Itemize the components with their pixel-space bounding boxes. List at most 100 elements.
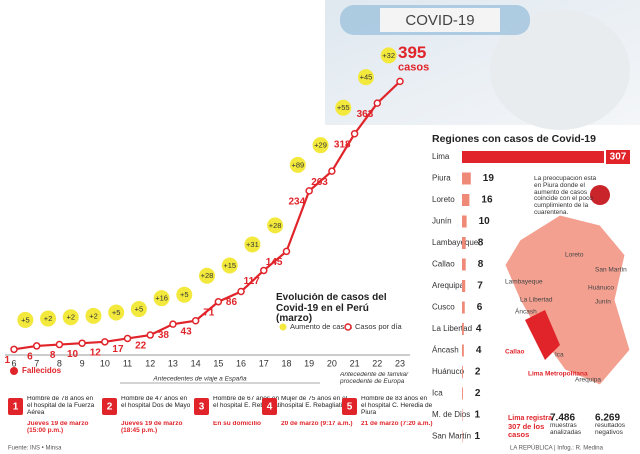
death-text: Hombre de 78 años en el hospital de la F… xyxy=(27,396,95,416)
increase-bubble xyxy=(17,311,34,328)
case-point xyxy=(55,340,64,349)
stat-value: Lima registra xyxy=(508,415,552,422)
increase-label: +28 xyxy=(269,221,282,230)
case-label: 318 xyxy=(334,139,351,150)
cases-annotation: casos xyxy=(398,61,429,73)
death-number: 5 xyxy=(347,402,353,413)
case-point xyxy=(123,334,132,343)
x-tick-label: 20 xyxy=(327,358,337,368)
bar-value: 8 xyxy=(478,238,484,249)
x-tick-label: 19 xyxy=(304,358,314,368)
map-label: Huánuco xyxy=(588,285,614,292)
death-text-box: Hombre de 67 años en el hospital E. Reba… xyxy=(213,396,281,409)
bar-value: 1 xyxy=(474,410,480,421)
death-text: Mujer de 75 años en el hospital E. Rebag… xyxy=(281,396,348,409)
case-point xyxy=(373,99,382,107)
increase-label: +45 xyxy=(360,73,373,82)
bar-category: San Martín xyxy=(432,432,471,441)
bar xyxy=(462,237,466,249)
bar-category: Arequipa xyxy=(432,281,465,290)
case-label: 117 xyxy=(244,276,261,287)
death-icon xyxy=(10,367,18,375)
x-tick-label: 8 xyxy=(57,358,62,368)
death-date-box: Jueves 19 de marzo (15:00 p.m.) xyxy=(27,421,88,434)
case-label: 12 xyxy=(90,347,102,358)
death-text-box: Hombre de 83 años en el hospital C. Here… xyxy=(361,396,432,416)
increase-bubble xyxy=(62,309,79,326)
case-point xyxy=(169,320,177,328)
case-point xyxy=(146,331,154,339)
value-badge xyxy=(605,150,630,164)
case-point xyxy=(101,338,109,346)
x-tick-label: 18 xyxy=(281,358,291,368)
bar-value: 2 xyxy=(475,388,481,399)
group-label-box: Antecedente de familiar procedente de Eu… xyxy=(340,372,408,385)
x-tick-label: 9 xyxy=(80,358,85,368)
credit: LA REPÚBLICA | Infog.: R. Medina xyxy=(510,445,604,452)
case-point xyxy=(191,317,200,325)
death-text-box: Mujer de 75 años en el hospital E. Rebag… xyxy=(281,396,348,409)
stat-label-box: resultados negativos xyxy=(595,423,625,436)
bar xyxy=(462,301,465,314)
increase-bubble xyxy=(108,304,125,321)
death-date: En su domicilio xyxy=(213,421,262,427)
case-point xyxy=(78,339,86,347)
case-label: 395 xyxy=(398,43,426,62)
map-label: Loreto xyxy=(565,252,584,259)
increase-label: +29 xyxy=(314,141,327,150)
case-point xyxy=(237,287,245,296)
increase-bubble xyxy=(289,156,306,173)
map-label: Arequipa xyxy=(575,377,601,384)
case-point xyxy=(10,345,18,354)
death-date: 20 de marzo (9:17 a.m.) xyxy=(281,421,353,427)
legend-label: Casos por día xyxy=(355,322,403,331)
increase-label: +2 xyxy=(89,311,98,320)
bar-value: 10 xyxy=(479,216,491,227)
case-point xyxy=(328,167,336,175)
header-label: COVID-19 xyxy=(405,12,474,29)
x-tick-label: 12 xyxy=(145,358,155,368)
increase-bubble xyxy=(335,99,352,116)
increase-label: +2 xyxy=(66,313,75,322)
legend-label: Aumento de casos xyxy=(290,322,352,331)
x-tick-label: 10 xyxy=(100,358,110,368)
source: Fuente: INS • Minsa xyxy=(8,446,62,452)
increase-bubble xyxy=(176,286,193,303)
increase-label: +5 xyxy=(180,290,189,299)
case-point xyxy=(260,266,268,275)
bar-value: 8 xyxy=(478,259,484,270)
bar-category: M. de Dios xyxy=(432,410,470,419)
death-text: Hombre de 47 años en el hospital Dos de … xyxy=(121,396,191,409)
case-label: 38 xyxy=(158,330,170,341)
x-tick-label: 6 xyxy=(11,358,16,368)
increase-label: +32 xyxy=(382,51,395,60)
increase-bubble xyxy=(221,257,238,274)
increase-label: +5 xyxy=(112,308,121,317)
increase-bubble xyxy=(153,290,170,307)
increase-label: +89 xyxy=(291,160,304,169)
increase-label: +16 xyxy=(155,294,168,303)
stat-label: muestras analizadas xyxy=(550,423,582,436)
x-tick-label: 22 xyxy=(372,358,382,368)
death-number-box xyxy=(262,398,277,415)
case-label: 363 xyxy=(357,109,374,120)
virus-icon xyxy=(590,185,610,205)
x-tick-label: 7 xyxy=(34,358,39,368)
increase-bubble xyxy=(130,301,147,318)
bar xyxy=(462,258,466,271)
death-date: Jueves 19 de marzo (18:45 p.m.) xyxy=(121,421,183,434)
bar-category: Áncash xyxy=(432,346,459,355)
bar-value: 4 xyxy=(476,345,482,356)
increase-label: +28 xyxy=(201,271,214,280)
deaths-title: Fallecidos xyxy=(22,366,62,375)
increase-label: +2 xyxy=(44,314,53,323)
bar-value: 4 xyxy=(476,324,482,335)
map-label: La Libertad xyxy=(520,297,553,304)
map-label: Ica xyxy=(555,352,564,359)
bar-category: Piura xyxy=(432,174,451,183)
bar-category: Junín xyxy=(432,217,452,226)
increase-bubble xyxy=(267,217,284,234)
case-label: 43 xyxy=(181,326,193,337)
death-number-box xyxy=(342,398,357,415)
